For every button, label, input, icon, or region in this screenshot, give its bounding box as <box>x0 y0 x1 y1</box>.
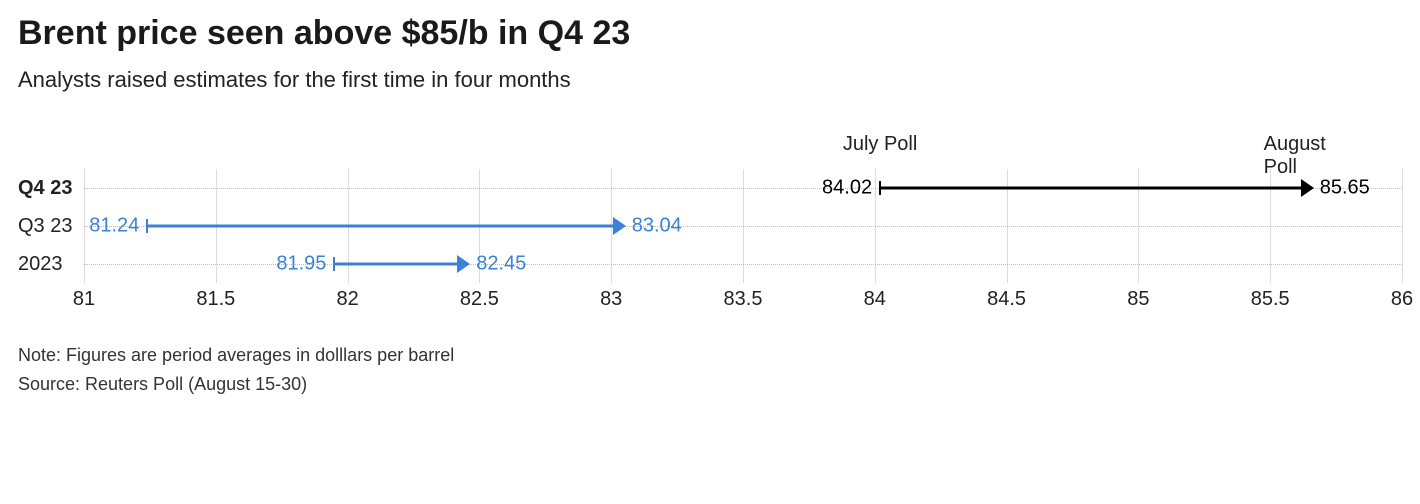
arrow-head-icon <box>457 255 470 273</box>
x-tick-label: 85.5 <box>1251 288 1290 311</box>
x-tick-label: 83.5 <box>724 288 763 311</box>
x-tick-label: 81 <box>73 288 95 311</box>
arrow-line <box>334 263 457 266</box>
chart: Q4 23Q3 232023 81 81.5 82 82.5 83 83.5 84 84.5 8… <box>18 133 1402 311</box>
arrow-head-icon <box>613 217 626 235</box>
arrow-head-icon <box>1301 179 1314 197</box>
arrow-line <box>147 225 612 228</box>
end-header-label: August Poll <box>1264 133 1356 179</box>
x-tick-label: 83 <box>600 288 622 311</box>
arrow-line <box>880 187 1301 190</box>
start-value-label: 81.95 <box>276 253 326 276</box>
x-tick-label: 84.5 <box>987 288 1026 311</box>
start-value-label: 84.02 <box>822 177 872 200</box>
x-tick-label: 81.5 <box>196 288 235 311</box>
end-value-label: 83.04 <box>632 215 682 238</box>
end-value-label: 82.45 <box>476 253 526 276</box>
x-tick-label: 82.5 <box>460 288 499 311</box>
arrow-start-tick <box>333 257 335 271</box>
x-tick-label: 84 <box>864 288 886 311</box>
x-tick-label: 82 <box>336 288 358 311</box>
chart-subtitle: Analysts raised estimates for the first … <box>18 67 1402 93</box>
arrow-start-tick <box>879 181 881 195</box>
gridline <box>1402 169 1403 283</box>
y-category-label: Q4 23 <box>18 169 84 207</box>
y-category-label: 2023 <box>18 245 84 283</box>
start-value-label: 81.24 <box>89 215 139 238</box>
chart-title: Brent price seen above $85/b in Q4 23 <box>18 14 1402 53</box>
y-category-label: Q3 23 <box>18 207 84 245</box>
x-tick-label: 85 <box>1127 288 1149 311</box>
arrow-start-tick <box>146 219 148 233</box>
chart-notes: Note: Figures are period averages in dol… <box>18 341 1402 399</box>
start-header-label: July Poll <box>843 133 917 156</box>
x-tick-label: 86 <box>1391 288 1413 311</box>
y-axis-labels: Q4 23Q3 232023 <box>18 133 84 283</box>
source-line: Source: Reuters Poll (August 15-30) <box>18 370 1402 399</box>
plot-area: 8181.58282.58383.58484.58585.58684.0285.… <box>84 133 1402 311</box>
end-value-label: 85.65 <box>1320 177 1370 200</box>
note-line: Note: Figures are period averages in dol… <box>18 341 1402 370</box>
